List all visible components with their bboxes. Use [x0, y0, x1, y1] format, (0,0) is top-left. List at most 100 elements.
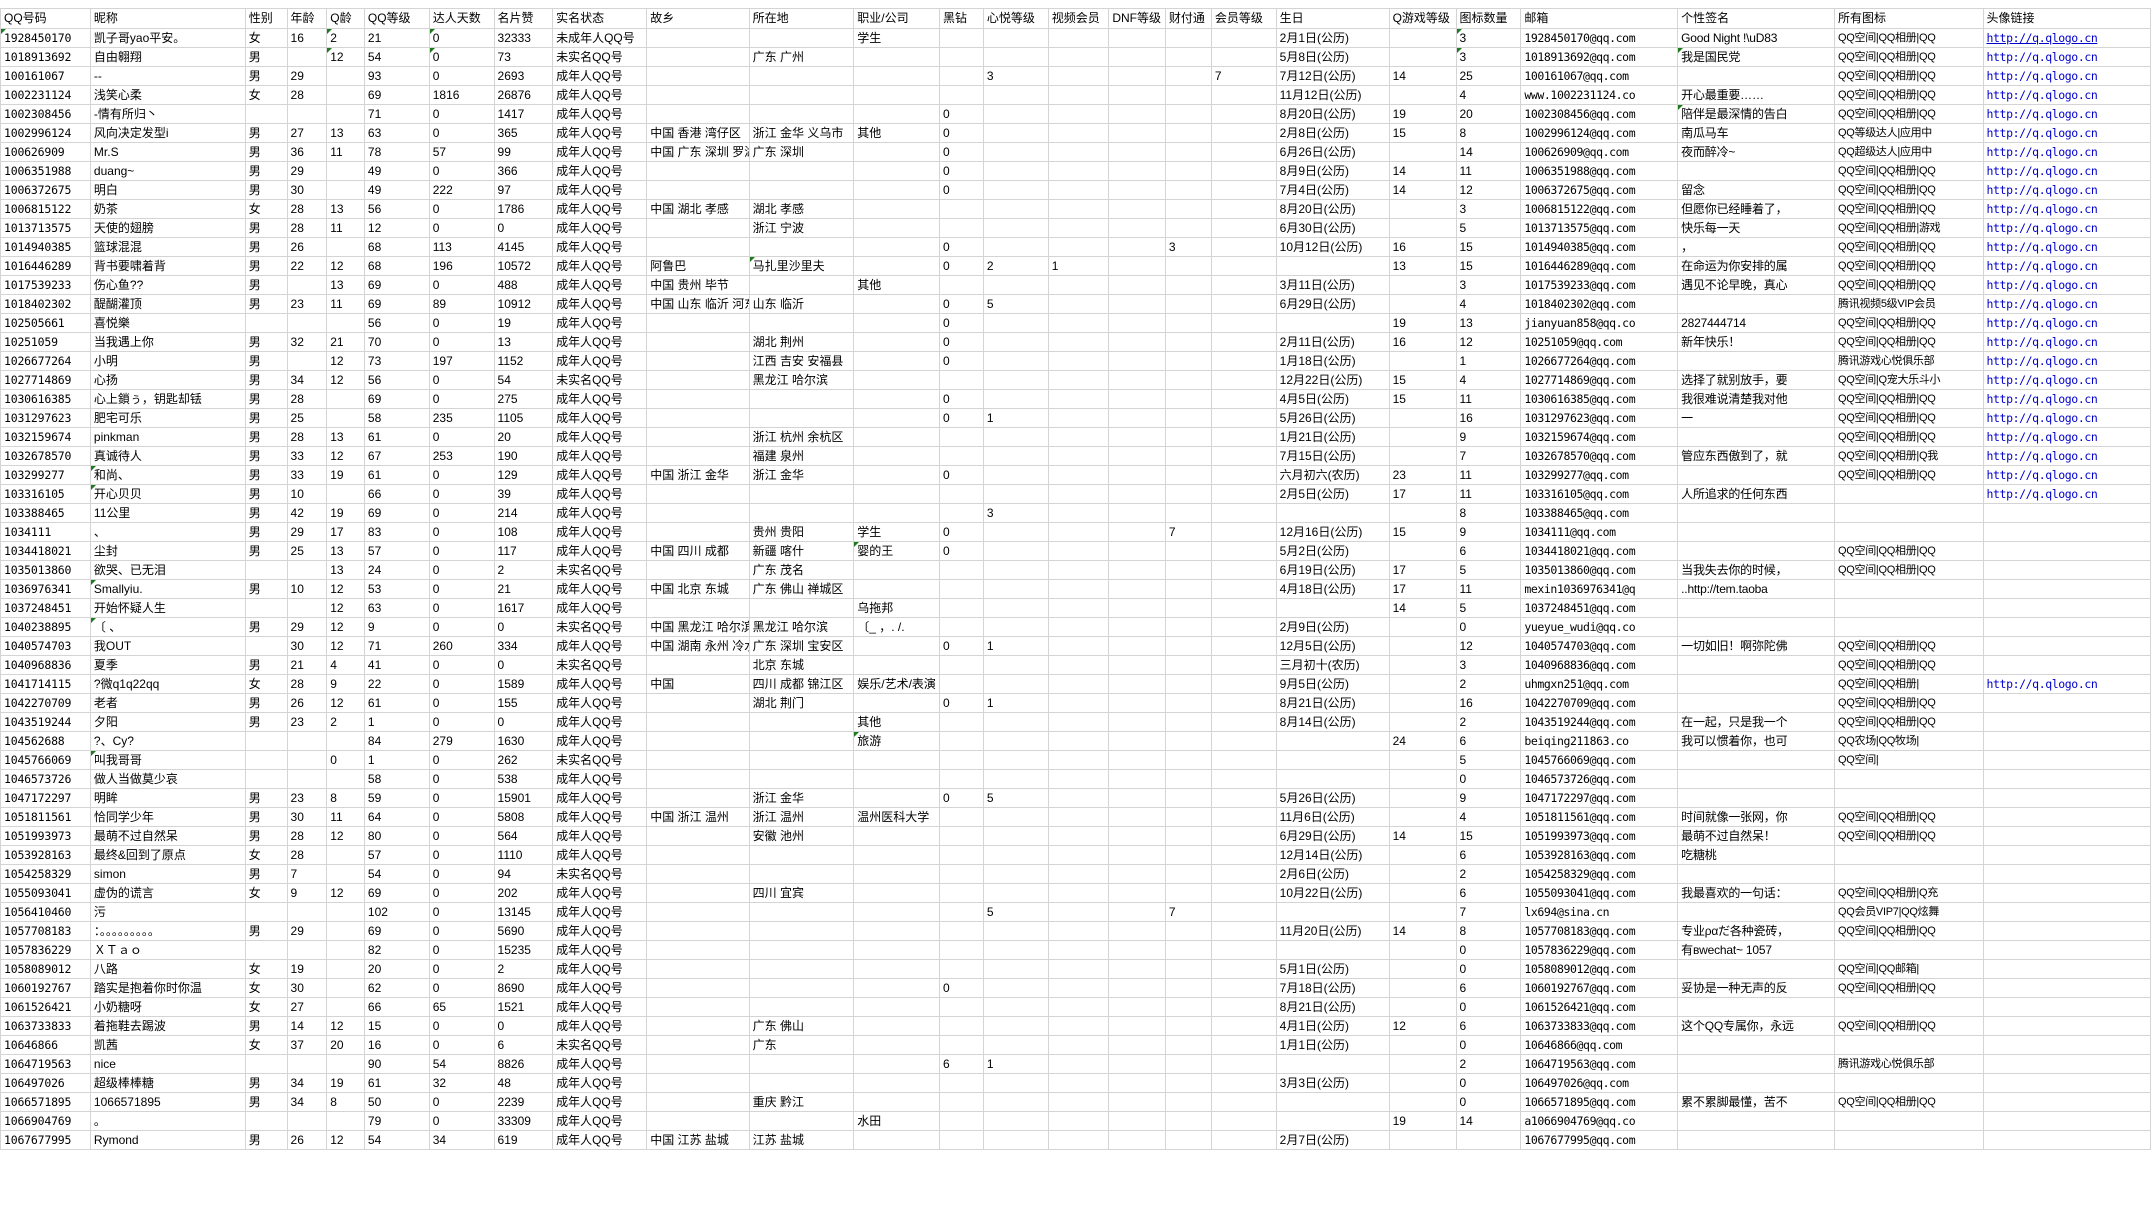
- cell-signature[interactable]: 我最喜欢的一句话：: [1677, 883, 1836, 903]
- cell-video-vip[interactable]: [1048, 826, 1110, 846]
- cell-tenpay[interactable]: [1165, 142, 1212, 162]
- cell-icon-count[interactable]: 25: [1456, 66, 1522, 86]
- cell-avatar-link[interactable]: [1983, 940, 2151, 960]
- cell-gender[interactable]: 女: [245, 1035, 288, 1055]
- table-row[interactable]: 1016446289 背书要啸着背男 22 12 68 196 10572 成年人QQ号 阿鲁巴…: [0, 256, 2151, 276]
- cell-occupation[interactable]: [853, 1016, 940, 1036]
- cell-black-diamond[interactable]: [939, 921, 984, 941]
- cell-tenpay[interactable]: [1165, 1111, 1212, 1131]
- cell-tenpay[interactable]: [1165, 1130, 1212, 1150]
- cell-signature[interactable]: [1677, 655, 1836, 675]
- cell-signature[interactable]: [1677, 1035, 1836, 1055]
- cell-black-diamond[interactable]: 0: [939, 351, 984, 371]
- table-row[interactable]: 1064719563 nice 90 54 8826 成年人QQ号 6 1 2 106471956…: [0, 1054, 2151, 1074]
- cell-realname-status[interactable]: 未实名QQ号: [552, 617, 648, 637]
- cell-video-vip[interactable]: [1048, 807, 1110, 827]
- cell-hometown[interactable]: [646, 408, 750, 428]
- cell-hometown[interactable]: 中国: [646, 674, 750, 694]
- cell-qgame-level[interactable]: 14: [1389, 180, 1457, 200]
- cell-icon-count[interactable]: 11: [1456, 484, 1522, 504]
- cell-qage[interactable]: 8: [326, 788, 365, 808]
- col-header-signature[interactable]: 个性签名: [1677, 8, 1836, 29]
- cell-realname-status[interactable]: 成年人QQ号: [552, 598, 648, 618]
- table-row[interactable]: 103299277 和尚、男 33 19 61 0 129 成年人QQ号 中国 浙江 金华 浙江…: [0, 465, 2151, 485]
- cell-qq-level[interactable]: 69: [364, 921, 430, 941]
- cell-nickname[interactable]: -情有所归丶: [90, 104, 246, 124]
- cell-qq[interactable]: 102505661: [0, 313, 91, 333]
- cell-signature[interactable]: 2827444714: [1677, 313, 1836, 333]
- cell-realname-status[interactable]: 成年人QQ号: [552, 275, 648, 295]
- cell-qq[interactable]: 10646866: [0, 1035, 91, 1055]
- cell-realname-status[interactable]: 未实名QQ号: [552, 864, 648, 884]
- cell-hometown[interactable]: 中国 广东 深圳 罗湖: [646, 142, 750, 162]
- cell-qage[interactable]: [326, 864, 365, 884]
- cell-gender[interactable]: 男: [245, 351, 288, 371]
- cell-expert-days[interactable]: 0: [429, 883, 495, 903]
- cell-icon-count[interactable]: 14: [1456, 1111, 1522, 1131]
- cell-tenpay[interactable]: [1165, 484, 1212, 504]
- cell-dnf-level[interactable]: [1108, 465, 1166, 485]
- cell-qgame-level[interactable]: [1389, 1035, 1457, 1055]
- cell-icon-count[interactable]: 0: [1456, 997, 1522, 1017]
- cell-xinyue-level[interactable]: [983, 85, 1049, 105]
- cell-qq-level[interactable]: 21: [364, 28, 430, 48]
- cell-hometown[interactable]: [646, 883, 750, 903]
- cell-birthday[interactable]: 11月20日(公历): [1276, 921, 1390, 941]
- cell-qgame-level[interactable]: [1389, 1073, 1457, 1093]
- cell-qage[interactable]: 13: [326, 123, 365, 143]
- cell-member-level[interactable]: [1211, 1130, 1277, 1150]
- cell-icon-count[interactable]: 12: [1456, 332, 1522, 352]
- cell-gender[interactable]: 男: [245, 389, 288, 409]
- cell-hometown[interactable]: 中国 黑龙江 哈尔滨: [646, 617, 750, 637]
- cell-email[interactable]: www.1002231124.co: [1520, 85, 1679, 105]
- cell-card-likes[interactable]: 365: [494, 123, 554, 143]
- cell-all-icons[interactable]: QQ空间|QQ相册|QQ: [1834, 712, 1984, 732]
- cell-xinyue-level[interactable]: [983, 313, 1049, 333]
- cell-video-vip[interactable]: [1048, 560, 1110, 580]
- cell-icon-count[interactable]: 4: [1456, 370, 1522, 390]
- cell-nickname[interactable]: 浅笑心柔: [90, 85, 246, 105]
- cell-qq[interactable]: 1047172297: [0, 788, 91, 808]
- cell-xinyue-level[interactable]: [983, 750, 1049, 770]
- cell-qgame-level[interactable]: 14: [1389, 826, 1457, 846]
- cell-signature[interactable]: [1677, 902, 1836, 922]
- col-header-age[interactable]: 年龄: [287, 8, 328, 29]
- cell-gender[interactable]: 女: [245, 845, 288, 865]
- cell-qgame-level[interactable]: [1389, 1092, 1457, 1112]
- cell-card-likes[interactable]: 1617: [494, 598, 554, 618]
- cell-birthday[interactable]: [1276, 1054, 1390, 1074]
- cell-video-vip[interactable]: [1048, 446, 1110, 466]
- cell-qgame-level[interactable]: 14: [1389, 598, 1457, 618]
- cell-location[interactable]: [749, 1054, 855, 1074]
- cell-birthday[interactable]: [1276, 598, 1390, 618]
- cell-qq-level[interactable]: 61: [364, 1073, 430, 1093]
- cell-video-vip[interactable]: [1048, 921, 1110, 941]
- cell-nickname[interactable]: 凯子哥yao平安。: [90, 28, 246, 48]
- cell-age[interactable]: 30: [287, 978, 328, 998]
- cell-qq[interactable]: 1060192767: [0, 978, 91, 998]
- cell-qgame-level[interactable]: [1389, 408, 1457, 428]
- cell-qgame-level[interactable]: [1389, 1054, 1457, 1074]
- cell-email[interactable]: 1032678570@qq.com: [1520, 446, 1679, 466]
- cell-expert-days[interactable]: 0: [429, 1092, 495, 1112]
- cell-gender[interactable]: 男: [245, 693, 288, 713]
- cell-expert-days[interactable]: 0: [429, 484, 495, 504]
- cell-qage[interactable]: 2: [326, 28, 365, 48]
- cell-all-icons[interactable]: [1834, 579, 1984, 599]
- cell-xinyue-level[interactable]: [983, 674, 1049, 694]
- cell-qq[interactable]: 1063733833: [0, 1016, 91, 1036]
- cell-occupation[interactable]: [853, 826, 940, 846]
- cell-all-icons[interactable]: QQ空间|QQ相册|Q充: [1834, 883, 1984, 903]
- cell-avatar-link[interactable]: [1983, 959, 2151, 979]
- cell-location[interactable]: 黑龙江 哈尔滨: [749, 370, 855, 390]
- cell-signature[interactable]: ，: [1677, 237, 1836, 257]
- cell-qage[interactable]: 13: [326, 541, 365, 561]
- cell-card-likes[interactable]: 488: [494, 275, 554, 295]
- cell-tenpay[interactable]: [1165, 655, 1212, 675]
- cell-member-level[interactable]: [1211, 902, 1277, 922]
- cell-realname-status[interactable]: 成年人QQ号: [552, 712, 648, 732]
- cell-xinyue-level[interactable]: [983, 180, 1049, 200]
- cell-age[interactable]: 23: [287, 788, 328, 808]
- cell-dnf-level[interactable]: [1108, 351, 1166, 371]
- cell-signature[interactable]: [1677, 864, 1836, 884]
